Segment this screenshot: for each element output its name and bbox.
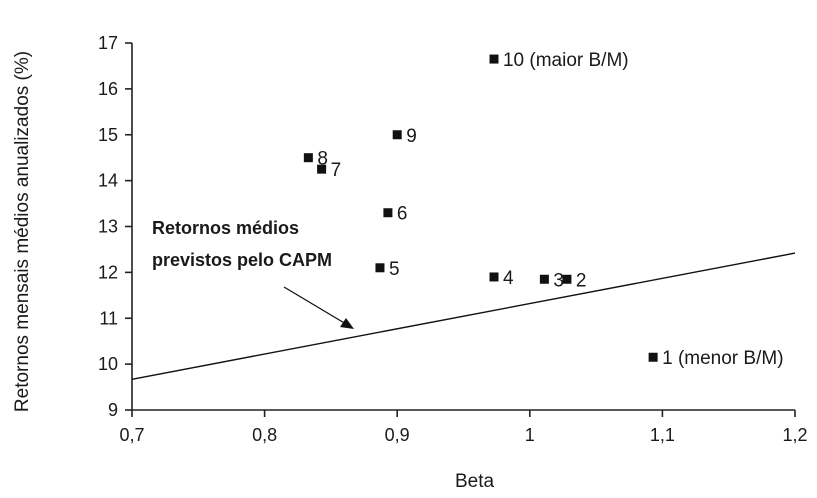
- x-axis-title: Beta: [455, 471, 495, 492]
- data-point: [539, 274, 549, 284]
- annotation-line-1: Retornos médios: [152, 218, 299, 238]
- x-tick-label: 0,8: [252, 425, 277, 445]
- y-tick-label: 14: [98, 171, 118, 191]
- y-tick-label: 15: [98, 125, 118, 145]
- y-axis-title: Retornos mensais médios anualizados (%): [12, 51, 33, 412]
- point-label: 9: [406, 126, 417, 147]
- y-tick-label: 17: [98, 33, 118, 53]
- data-point: [562, 274, 572, 284]
- point-label: 10 (maior B/M): [503, 50, 629, 71]
- annotation-arrow-head: [340, 318, 354, 329]
- annotation-line-2: previstos pelo CAPM: [152, 250, 332, 270]
- x-tick-label: 1,1: [650, 425, 675, 445]
- annotation-group: Retornos médios previstos pelo CAPM: [152, 218, 354, 329]
- capm-line: [131, 252, 796, 380]
- data-point: [392, 130, 402, 140]
- capm-line-group: [131, 252, 796, 380]
- y-tick-label: 11: [99, 308, 118, 328]
- point-label: 4: [503, 268, 514, 289]
- y-tick-label: 10: [98, 354, 118, 374]
- data-point: [489, 54, 499, 64]
- point-label: 1 (menor B/M): [662, 348, 783, 369]
- point-label: 3: [553, 270, 564, 291]
- point-label: 6: [397, 204, 408, 225]
- x-tick-label: 1: [525, 425, 535, 445]
- data-point: [317, 164, 327, 174]
- data-point: [383, 208, 393, 218]
- point-label: 8: [317, 149, 328, 170]
- data-point: [375, 263, 385, 273]
- x-tick-label: 0,9: [385, 425, 410, 445]
- data-point: [303, 153, 313, 163]
- data-point: [648, 352, 658, 362]
- data-points: 1 (menor B/M) 23 4 5 6 78 9 10 (maior B/M): [303, 50, 784, 369]
- axes: 9 10 11 12 13 14 15 16 17 0,7 0,8 0,9 1 1,1 1,2 Beta Ret…: [12, 33, 808, 492]
- x-tick-label: 1,2: [782, 425, 807, 445]
- y-tick-label: 12: [98, 262, 118, 282]
- point-label: 5: [389, 259, 400, 280]
- x-tick-label: 0,7: [119, 425, 144, 445]
- annotation-arrow-shaft: [283, 286, 347, 325]
- point-label: 7: [331, 160, 342, 181]
- data-point: [489, 272, 499, 282]
- point-label: 2: [576, 270, 587, 291]
- y-tick-label: 9: [108, 400, 118, 420]
- y-tick-label: 16: [98, 79, 118, 99]
- y-tick-label: 13: [98, 217, 118, 237]
